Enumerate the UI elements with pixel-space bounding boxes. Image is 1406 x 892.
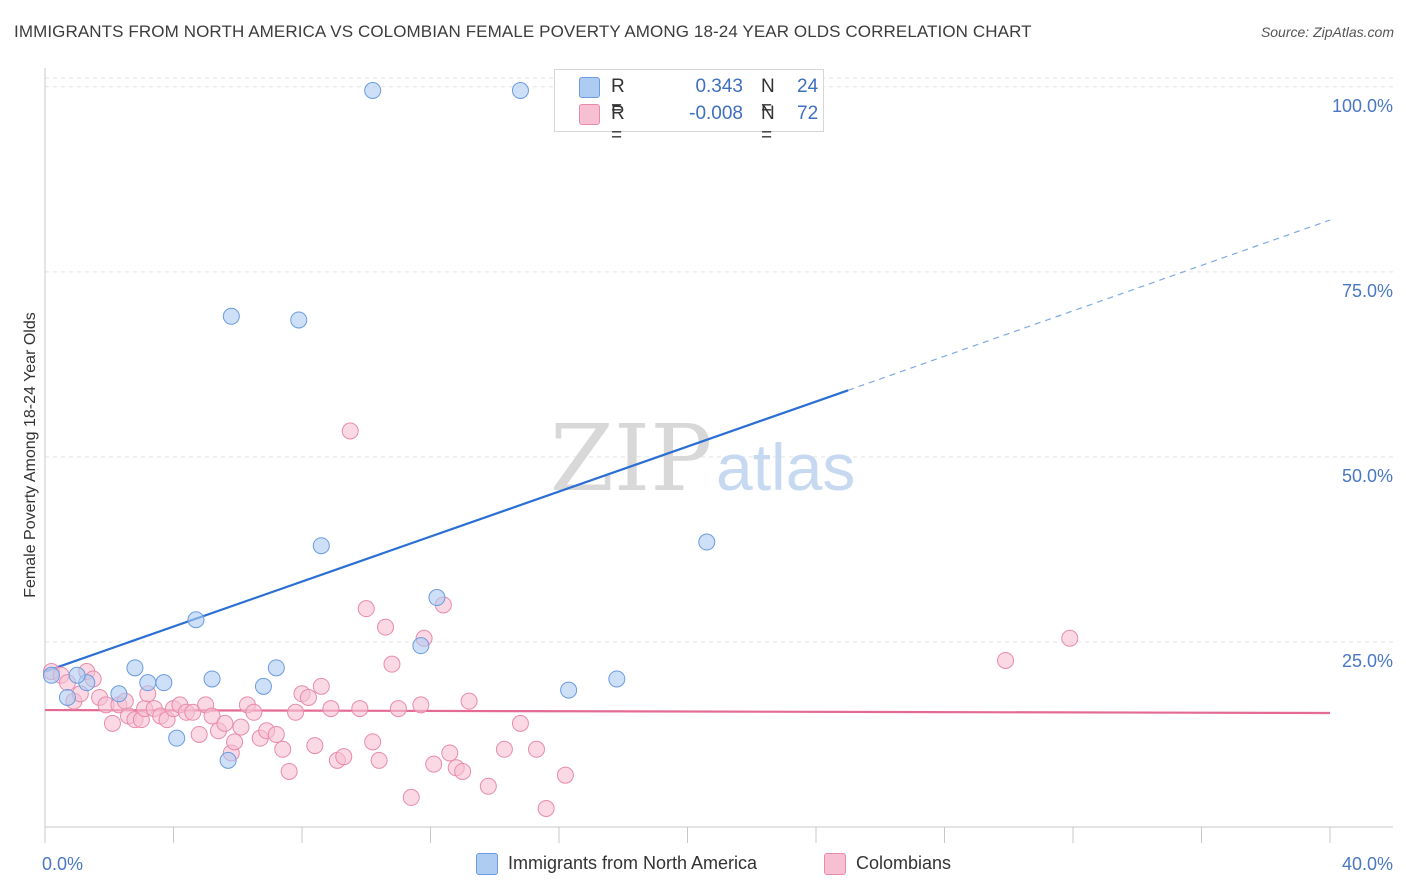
point-colombians [287,703,305,721]
bottom-legend-swatch-blue [476,853,498,875]
point-colombians [495,740,513,758]
point-north-america [364,82,382,100]
source-credit: Source: ZipAtlas.com [1260,24,1394,40]
legend-r-value: -0.008 [689,103,743,124]
point-colombians [528,740,546,758]
trend-line-north-america [44,389,849,673]
x-tick-labels: 0.0% 40.0% [42,854,1393,874]
point-colombians [203,707,221,725]
point-north-america [698,533,716,551]
point-colombians [267,725,285,743]
trend-line-colombians [44,708,1331,715]
point-north-america [219,751,237,769]
point-colombians [537,799,555,817]
point-colombians [441,744,459,762]
legend-n-label: N = [761,103,775,146]
point-colombians [312,677,330,695]
bottom-legend-swatch-pink [824,853,846,875]
point-colombians [454,762,472,780]
point-colombians [997,651,1015,669]
legend-swatch-pink [579,104,600,125]
point-north-america [290,311,308,329]
y-axis-label: Female Poverty Among 18-24 Year Olds [22,312,39,598]
point-colombians [274,740,292,758]
point-colombians [383,655,401,673]
point-north-america [267,659,285,677]
point-colombians [299,688,317,706]
point-colombians [389,700,407,718]
point-colombians [1061,629,1079,647]
bottom-legend-label: Colombians [856,853,952,873]
legend-r-label: R = [611,103,625,146]
point-colombians [357,600,375,618]
point-north-america [608,670,626,688]
point-colombians [245,703,263,721]
point-colombians [370,751,388,769]
point-north-america [412,637,430,655]
chart-title: IMMIGRANTS FROM NORTH AMERICA VS COLOMBI… [14,22,1032,41]
data-points [42,82,1079,817]
point-colombians [103,714,121,732]
point-colombians [479,777,497,795]
point-north-america [187,611,205,629]
legend-n-value: 72 [797,103,819,124]
point-colombians [511,714,529,732]
bottom-legend-label: Immigrants from North America [508,853,758,873]
legend-swatch-blue [579,77,600,98]
point-colombians [377,618,395,636]
point-colombians [322,700,340,718]
watermark-zip: ZIP [550,405,712,512]
y-tick-label: 50.0% [1342,466,1393,486]
point-north-america [428,589,446,607]
watermark: ZIP atlas [550,405,855,512]
point-north-america [42,666,60,684]
y-tick-label: 100.0% [1332,96,1393,116]
point-north-america [222,307,240,325]
point-north-america [68,666,86,684]
y-tick-labels: 25.0% 50.0% 75.0% 100.0% [1332,96,1393,671]
point-north-america [254,677,272,695]
point-north-america [168,729,186,747]
legend-r-label: R = [611,76,625,119]
point-colombians [184,703,202,721]
legend-n-label: N = [761,76,775,119]
point-colombians [280,762,298,780]
x-tick-label-max: 40.0% [1342,854,1393,874]
correlation-legend: R = 0.343 N = 24 R = -0.008 N = 72 [554,69,824,146]
point-colombians [425,755,443,773]
point-colombians [412,696,430,714]
legend-n-value: 24 [797,76,819,97]
watermark-atlas: atlas [716,430,855,504]
point-north-america [126,659,144,677]
point-colombians [460,692,478,710]
gridlines [45,77,1393,643]
point-colombians [190,725,208,743]
axes [44,68,1393,843]
y-tick-label: 75.0% [1342,281,1393,301]
y-tick-label: 25.0% [1342,651,1393,671]
point-north-america [155,674,173,692]
point-north-america [560,681,578,699]
point-colombians [351,700,369,718]
point-colombians [364,733,382,751]
point-north-america [203,670,221,688]
point-north-america [110,685,128,703]
point-north-america [511,82,529,100]
point-colombians [226,733,244,751]
trend-line-north-america-extension [847,219,1331,391]
point-colombians [556,766,574,784]
point-north-america [58,688,76,706]
point-colombians [232,718,250,736]
x-tick-label-min: 0.0% [42,854,83,874]
point-colombians [402,788,420,806]
point-colombians [341,422,359,440]
point-colombians [306,737,324,755]
point-colombians [335,748,353,766]
point-north-america [139,674,157,692]
point-colombians [216,714,234,732]
legend-r-value: 0.343 [695,76,743,97]
point-north-america [312,537,330,555]
